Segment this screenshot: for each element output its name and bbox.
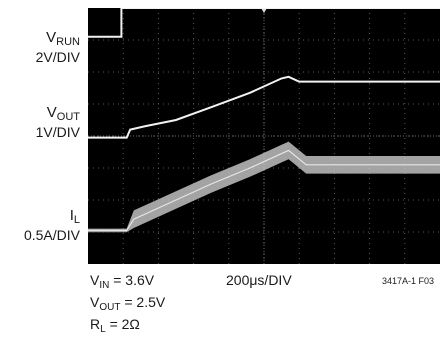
condition-vout-symbol: V bbox=[90, 294, 100, 310]
il-subscript: L bbox=[73, 214, 80, 226]
time-scale: 200μs/DIV bbox=[226, 272, 292, 288]
oscilloscope-display bbox=[88, 8, 440, 264]
vrun-subscript: RUN bbox=[56, 36, 80, 48]
condition-rl-symbol: R bbox=[90, 316, 101, 332]
vout-subscript: OUT bbox=[56, 111, 80, 123]
trigger-marker bbox=[261, 8, 267, 13]
condition-vin: VIN = 3.6V bbox=[90, 272, 165, 294]
condition-vout-subscript: OUT bbox=[99, 302, 121, 313]
condition-rl-subscript: L bbox=[100, 324, 106, 335]
vrun-scale: 2V/DIV bbox=[35, 49, 80, 65]
il-symbol: I bbox=[69, 207, 74, 224]
condition-rl-value: = 2Ω bbox=[109, 316, 140, 332]
test-conditions: VIN = 3.6V VOUT = 2.5V RL = 2Ω bbox=[90, 272, 165, 338]
figure-id: 3417A-1 F03 bbox=[382, 276, 435, 286]
il-scale: 0.5A/DIV bbox=[23, 227, 80, 243]
vrun-trace bbox=[88, 8, 440, 38]
condition-vout: VOUT = 2.5V bbox=[90, 294, 165, 316]
condition-vin-symbol: V bbox=[90, 272, 100, 288]
condition-vin-subscript: IN bbox=[99, 280, 110, 291]
vrun-label: VRUN 2V/DIV bbox=[36, 30, 80, 65]
il-trace bbox=[88, 149, 440, 231]
condition-rl: RL = 2Ω bbox=[90, 316, 165, 338]
vout-label: VOUT 1V/DIV bbox=[36, 105, 80, 140]
condition-vout-value: = 2.5V bbox=[124, 294, 166, 310]
il-label: IL 0.5A/DIV bbox=[24, 208, 80, 243]
condition-vin-value: = 3.6V bbox=[113, 272, 155, 288]
vout-trace bbox=[88, 75, 440, 139]
vrun-symbol: V bbox=[46, 29, 57, 46]
vout-symbol: V bbox=[46, 104, 57, 121]
vout-scale: 1V/DIV bbox=[35, 124, 80, 140]
